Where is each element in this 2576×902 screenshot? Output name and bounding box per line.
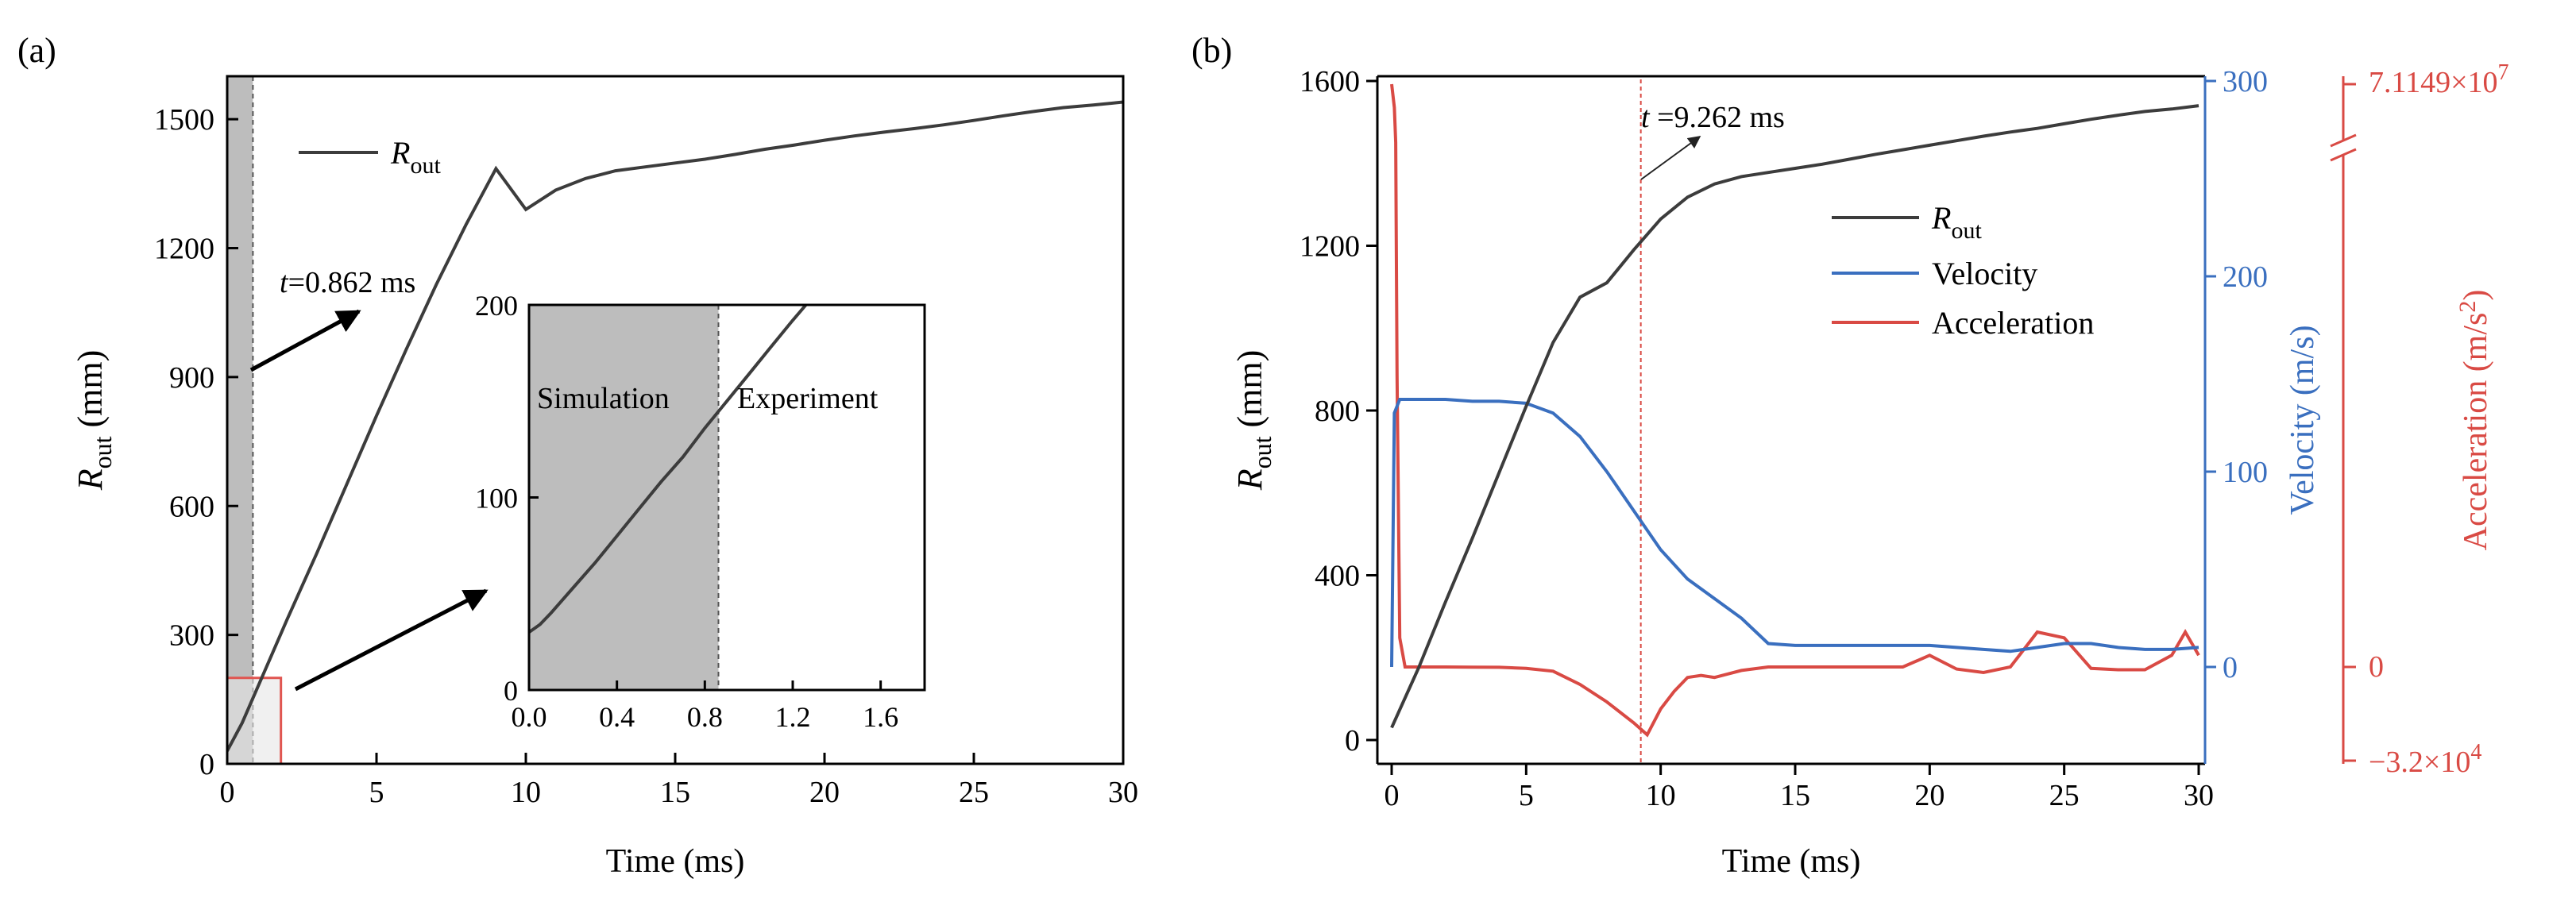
panel-a-x-tick-label: 0: [220, 776, 235, 809]
inset-y-ticks: 0 100 200: [475, 290, 539, 707]
panel-a-y-tick-label: 1200: [154, 233, 214, 266]
panel-b-x-ticks: 0 5 10 15 20 25 30: [1385, 764, 2214, 812]
panel-a-annotation: t=0.862 ms: [280, 266, 415, 299]
panel-b-velocity-tick-label: 200: [2223, 260, 2268, 294]
panel-a-y-tick-label: 0: [199, 748, 214, 781]
panel-a-y-ticks: 0 300 600 900 1200 1500: [154, 103, 238, 781]
panel-b-y-ticks: 0 400 800 1200 1600: [1300, 65, 1377, 757]
panel-a-x-ticks: 0 5 10 15 20 25 30: [220, 753, 1138, 809]
panel-b-annotation: t =9.262 ms: [1641, 101, 1785, 134]
inset-shaded-region: [529, 305, 719, 690]
panel-b-velocity-tick-label: 100: [2223, 456, 2268, 489]
panel-a-label: (a): [17, 31, 56, 70]
panel-b-x-tick-label: 30: [2184, 779, 2214, 812]
panel-b-velocity-tick-label: 0: [2223, 651, 2238, 684]
panel-b-x-tick-label: 15: [1780, 779, 1810, 812]
inset-label-simulation: Simulation: [537, 382, 670, 415]
panel-b-accel-axis-break-top: [2330, 133, 2357, 148]
accel-tick-label-zero: 0: [2369, 650, 2384, 684]
panel-a-x-tick-label: 20: [809, 776, 840, 809]
panel-b-legend-label-rout: Rout: [1931, 200, 1982, 244]
panel-b-velocity-tick-label: 300: [2223, 65, 2268, 98]
panel-a-shaded-region: [227, 76, 253, 764]
panel-a-annotation-arrow: [249, 309, 361, 372]
inset-y-tick-label: 100: [475, 483, 518, 515]
panel-a-y-tick-label: 900: [169, 361, 214, 395]
inset-x-tick-label: 1.2: [775, 701, 811, 733]
panel-a-y-tick-label: 600: [169, 490, 214, 523]
panel-a-zoom-arrow: [294, 588, 489, 692]
panel-b-x-tick-label: 10: [1646, 779, 1676, 812]
panel-a-zoom-box: [226, 676, 283, 765]
panel-b-y-label: Rout (mm): [1230, 350, 1276, 491]
panel-a-rout-line: [227, 100, 1123, 752]
panel-a-x-tick-label: 25: [959, 776, 989, 809]
inset-x-tick-label: 0.4: [599, 701, 635, 733]
panel-a-x-tick-label: 30: [1108, 776, 1138, 809]
accel-tick-label-bottom: −3.2×104: [2369, 740, 2481, 779]
inset-y-tick-label: 0: [504, 675, 518, 707]
inset-x-tick-label: 0.0: [512, 701, 547, 733]
panel-b-label: (b): [1191, 31, 1232, 70]
panel-b-y-tick-label: 1600: [1300, 65, 1360, 98]
panel-a-legend-label: Rout: [390, 135, 441, 179]
panel-b-rout-line: [1390, 104, 2199, 729]
panel-b-y-tick-label: 1200: [1300, 230, 1360, 264]
inset-label-experiment: Experiment: [737, 382, 879, 415]
panel-a-y-tick-label: 300: [169, 619, 214, 653]
accel-tick-label-top: 7.1149×107: [2369, 60, 2509, 99]
panel-a-y-label: Rout (mm): [71, 350, 117, 491]
panel-b-x-label: Time (ms): [1722, 843, 1861, 880]
panel-b-acceleration-label: Acceleration (m/s2): [2454, 290, 2494, 551]
panel-b-legend-label-velocity: Velocity: [1932, 256, 2037, 291]
panel-b-y-tick-label: 800: [1315, 395, 1360, 428]
panel-b-acceleration-line: [1390, 83, 2200, 738]
panel-b-velocity-label: Velocity (m/s): [2284, 325, 2321, 515]
inset-y-tick-label: 200: [475, 290, 518, 322]
inset-x-ticks: 0.0 0.4 0.8 1.2 1.6: [512, 680, 898, 733]
panel-b-legend-label-acceleration: Acceleration: [1932, 305, 2094, 341]
panel-b-y-tick-label: 400: [1315, 560, 1360, 593]
panel-b-x-tick-label: 20: [1914, 779, 1945, 812]
panel-b-velocity-line: [1390, 398, 2199, 668]
panel-a-y-tick-label: 1500: [154, 103, 214, 137]
panel-b-annotation-arrow: [1640, 136, 1701, 180]
panel-a-x-tick-label: 15: [660, 776, 690, 809]
panel-b-velocity-ticks: 0 100 200 300: [2205, 65, 2268, 684]
panel-b-accel-axis-break-bottom: [2330, 148, 2357, 162]
panel-b: (b) 0 5 10 15 20 25 30 0 400 800 1200 1600 0 100 200…: [1191, 31, 2509, 880]
panel-b-x-tick-label: 0: [1385, 779, 1400, 812]
panel-a-x-tick-label: 10: [511, 776, 541, 809]
inset-x-tick-label: 1.6: [863, 701, 898, 733]
inset-x-tick-label: 0.8: [687, 701, 723, 733]
panel-a-x-tick-label: 5: [369, 776, 384, 809]
panel-b-x-tick-label: 25: [2049, 779, 2080, 812]
panel-a-x-label: Time (ms): [606, 843, 745, 880]
panel-b-x-tick-label: 5: [1519, 779, 1534, 812]
inset-rout-line: [529, 305, 808, 634]
panel-a-inset: 0.0 0.4 0.8 1.2 1.6 0 100 200 Simulation Exper…: [475, 290, 926, 733]
panel-a: (a) 0 5 10 15 20 25 30 0 300 600 900 1200 1500 Time…: [17, 31, 1138, 880]
panel-b-y-tick-label: 0: [1345, 724, 1360, 757]
